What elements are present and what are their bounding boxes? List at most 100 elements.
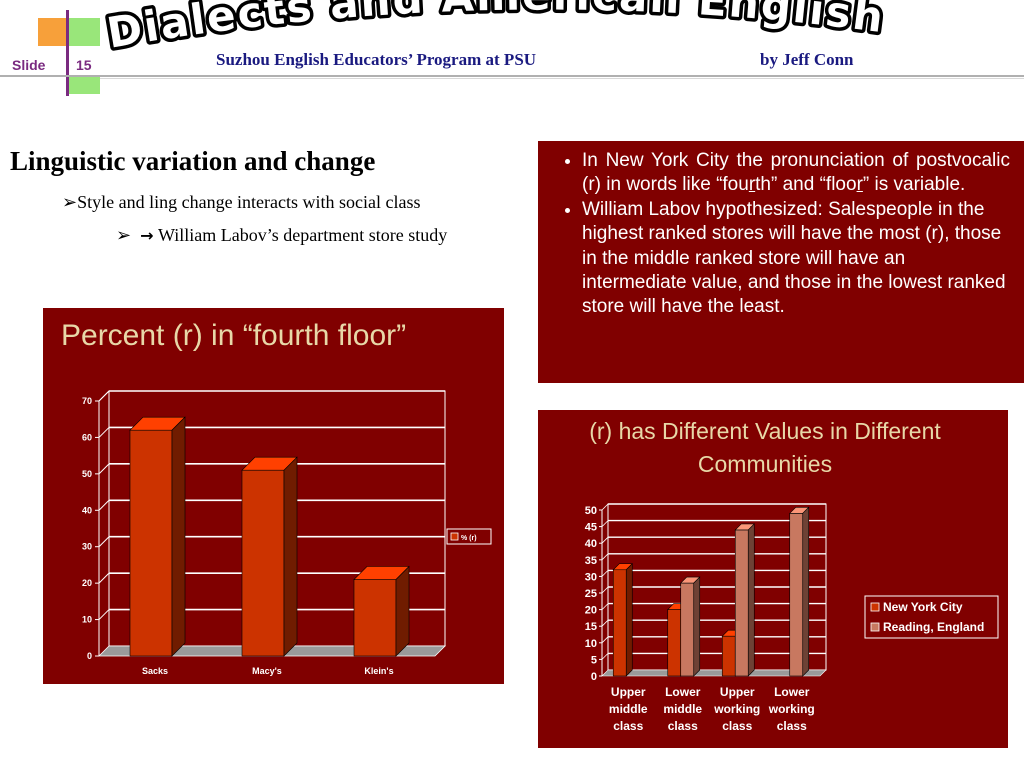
gridline-depth [98, 463, 110, 475]
x-tick-label: class [668, 719, 698, 733]
y-tick-label: 70 [82, 396, 92, 406]
x-tick-label: class [777, 719, 807, 733]
bar [667, 609, 682, 677]
bar-side [395, 565, 410, 657]
header-divider-shadow [100, 78, 1024, 79]
bar-side [747, 523, 755, 677]
arrowhead-bullet-icon: ➢ [116, 225, 132, 245]
legend-box [864, 595, 999, 639]
x-tick-label: class [722, 719, 752, 733]
y-tick-label: 40 [585, 538, 597, 550]
y-tick-label: 30 [82, 542, 92, 552]
y-tick-label: 10 [82, 615, 92, 625]
legend-label: % (r) [461, 535, 477, 542]
legend-swatch [870, 622, 880, 632]
bullet-level1-text: Style and ling change interacts with soc… [77, 192, 421, 212]
bar [612, 569, 627, 677]
x-tick-label: working [713, 702, 760, 716]
y-tick-label: 30 [585, 571, 597, 583]
y-tick-label: 45 [585, 522, 597, 534]
chart-fourth-floor: Percent (r) in “fourth floor” 0 10 20 30 40 50… [43, 308, 504, 684]
x-tick-label: Sacks [142, 666, 168, 676]
bar [353, 579, 397, 657]
arrowhead-bullet-icon: ➢ [62, 192, 78, 212]
decor-square-green [66, 18, 100, 46]
underlined-r: r [856, 174, 863, 196]
decor-square-orange [38, 18, 68, 46]
y-tick-label: 60 [82, 432, 92, 442]
y-tick-label: 50 [82, 469, 92, 479]
x-tick-label: working [768, 702, 815, 716]
textbox-item-1: In New York City the pronunciation of po… [582, 149, 1010, 198]
chart-title: (r) has Different Values in Different [589, 418, 941, 444]
chart-communities-svg: (r) has Different Values in Different Com… [585, 418, 999, 733]
y-tick-label: 20 [82, 578, 92, 588]
hypothesis-textbox: In New York City the pronunciation of po… [538, 141, 1024, 383]
bar-side [693, 576, 701, 677]
program-subtitle: Suzhou English Educators’ Program at PSU [216, 50, 537, 69]
bullet-level2-text: William Labov’s department store study [158, 225, 448, 245]
y-tick-label: 5 [591, 654, 597, 666]
slide-title: Dialects and American English Dialects a… [100, 0, 1005, 78]
legend-label: New York City [883, 600, 963, 614]
bullet-level2: ➢ → William Labov’s department store stu… [116, 225, 447, 246]
y-tick-label: 50 [585, 505, 597, 517]
gridline-depth [98, 427, 110, 438]
chart-title: Percent (r) in “fourth floor” [61, 319, 406, 352]
bar-side [171, 416, 186, 657]
gridline-depth [601, 520, 609, 527]
y-tick-label: 0 [591, 671, 597, 683]
bar [721, 635, 736, 677]
underlined-r: r [748, 174, 756, 196]
textbox-item-2: William Labov hypothesized: Salespeople … [582, 198, 1010, 320]
section-heading: Linguistic variation and change [10, 146, 376, 176]
gridline-depth [98, 536, 110, 548]
chart-fourth-floor-svg: Percent (r) in “fourth floor” 0 10 20 30 40 50… [61, 319, 492, 676]
bar [129, 429, 173, 657]
slide-label: Slide [12, 57, 46, 73]
bar [734, 529, 749, 677]
x-tick-label: Upper [611, 685, 646, 699]
x-tick-label: Lower [665, 685, 701, 699]
y-tick-label: 25 [585, 588, 597, 600]
gridline-depth [601, 653, 609, 660]
y-tick-label: 0 [87, 651, 92, 661]
decor-square-green-lower [66, 76, 100, 94]
gridline-depth [601, 570, 609, 577]
x-tick-label: middle [609, 702, 648, 716]
slide-number: 15 [76, 57, 92, 73]
gridline-depth [98, 572, 110, 584]
gridline-depth [601, 586, 609, 594]
gridline-depth [601, 503, 609, 511]
y-tick-label: 10 [585, 638, 597, 650]
bar [680, 582, 695, 677]
chart-communities: (r) has Different Values in Different Com… [538, 410, 1008, 748]
gridline-depth [601, 636, 609, 644]
bar-side [802, 506, 810, 677]
gridline-depth [601, 619, 609, 627]
author-byline: by Jeff Conn [760, 50, 854, 69]
bullet-level1: ➢Style and ling change interacts with so… [62, 192, 421, 213]
gridline-depth [98, 390, 110, 402]
legend-swatch [450, 532, 459, 541]
y-tick-label: 20 [585, 605, 597, 617]
x-tick-label: Klein's [364, 666, 393, 676]
header-divider [0, 75, 1024, 77]
x-tick-label: middle [663, 702, 702, 716]
x-tick-label: class [613, 719, 643, 733]
x-tick-label: Macy's [252, 666, 282, 676]
x-tick-label: Lower [774, 685, 810, 699]
gridline-depth [601, 603, 609, 610]
bar [241, 469, 285, 657]
y-tick-label: 40 [82, 505, 92, 515]
bar-side [283, 456, 298, 657]
gridline-depth [98, 499, 110, 511]
bar-side [625, 563, 633, 677]
legend-swatch [870, 602, 880, 612]
gridline-depth [601, 536, 609, 544]
gridline-depth [601, 553, 609, 561]
chart-title-line2: Communities [698, 451, 832, 477]
y-tick-label: 35 [585, 555, 597, 567]
x-tick-label: Upper [720, 685, 755, 699]
right-arrow-icon: → [140, 226, 154, 245]
